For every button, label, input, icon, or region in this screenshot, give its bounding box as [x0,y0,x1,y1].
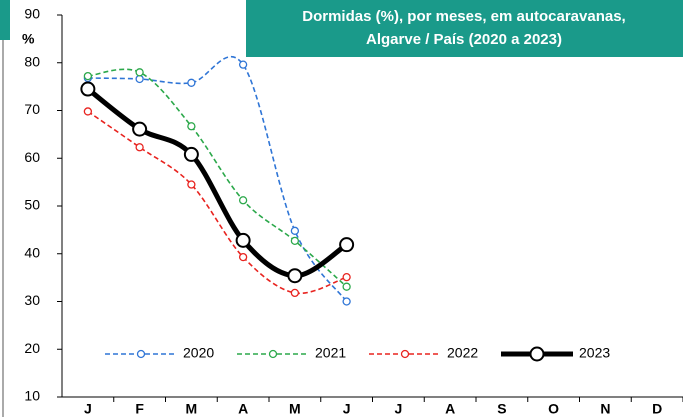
x-tick-label: J [343,401,351,417]
data-point [290,236,300,246]
data-point [83,107,93,116]
chart-title: Algarve / País (2020 a 2023) [366,31,562,48]
data-point [187,78,196,87]
data-point [187,122,196,131]
y-tick-label: 90 [24,6,40,22]
x-tick-label: J [394,401,402,417]
data-point [135,74,144,84]
x-tick-label: O [548,401,559,417]
x-tick-label: F [135,401,144,417]
y-tick-label: 50 [24,197,40,213]
data-point [187,180,196,189]
x-tick-label: M [186,401,198,417]
x-tick-label: D [652,401,662,417]
title-box [246,0,683,57]
x-tick-label: A [445,401,455,417]
data-point [132,121,148,137]
data-point [235,232,251,248]
data-point [290,226,300,235]
x-tick-label: M [289,401,301,417]
data-point [80,81,96,97]
legend-marker [400,349,410,359]
x-tick-label: S [497,401,506,417]
legend-label: 2023 [579,345,610,361]
y-tick-label: 70 [24,101,40,117]
y-axis-label: % [22,31,35,47]
y-tick-label: 30 [24,292,40,308]
data-point [290,288,300,298]
data-point [342,272,351,282]
x-tick-label: A [238,401,248,417]
y-tick-label: 40 [24,244,40,260]
y-tick-label: 10 [24,388,40,404]
y-tick-label: 80 [24,53,40,69]
y-tick-label: 60 [24,149,40,165]
x-tick-label: J [84,401,92,417]
data-point [238,60,248,69]
data-point [135,68,144,77]
legend-label: 2021 [315,345,346,361]
legend-marker [268,349,278,359]
data-point [238,252,248,262]
data-point [135,143,144,152]
data-point [287,268,303,284]
x-tick-label: N [600,401,610,417]
legend-marker [136,349,146,359]
data-point [183,146,199,162]
chart-title: Dormidas (%), por meses, em autocaravana… [302,8,625,25]
y-tick-label: 20 [24,340,40,356]
legend-label: 2020 [183,345,214,361]
data-point [342,297,351,306]
side-tab [0,0,10,40]
data-point [339,237,355,253]
data-point [83,71,93,81]
data-point [342,282,351,291]
data-point [238,196,248,205]
legend-label: 2022 [447,345,478,361]
legend-marker [529,346,545,362]
